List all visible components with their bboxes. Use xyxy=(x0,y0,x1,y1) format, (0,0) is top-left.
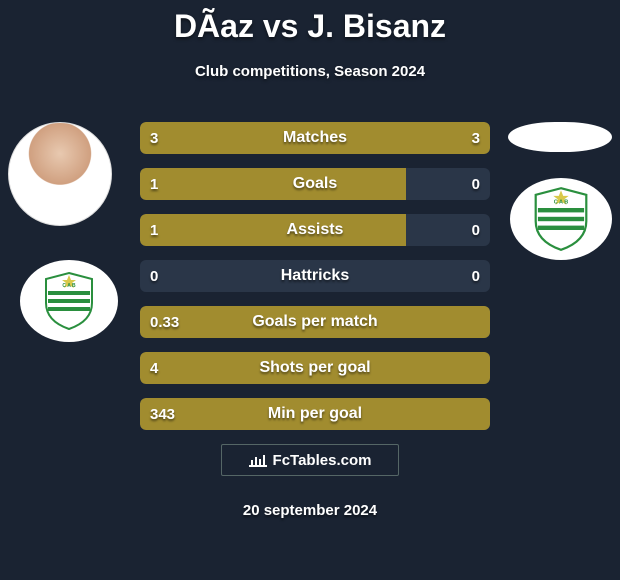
shield-icon: C A B xyxy=(42,271,96,331)
svg-text:C A B: C A B xyxy=(62,283,76,289)
stat-row: 10Goals xyxy=(140,168,490,200)
shield-icon: C A B xyxy=(531,186,591,252)
stat-label: Hattricks xyxy=(140,260,490,292)
player-left-avatar xyxy=(8,122,112,226)
stat-label: Min per goal xyxy=(140,398,490,430)
player-right-avatar xyxy=(508,122,612,152)
stat-label: Shots per goal xyxy=(140,352,490,384)
stat-row: 00Hattricks xyxy=(140,260,490,292)
subtitle: Club competitions, Season 2024 xyxy=(0,63,620,80)
page-title: DÃ­az vs J. Bisanz xyxy=(0,0,620,45)
player-right-club-badge: C A B xyxy=(510,178,612,260)
player-left-club-badge: C A B xyxy=(20,260,118,342)
brand-text: FcTables.com xyxy=(273,452,372,469)
svg-text:C A B: C A B xyxy=(554,200,569,206)
stat-row: 10Assists xyxy=(140,214,490,246)
stat-label: Goals per match xyxy=(140,306,490,338)
chart-icon xyxy=(249,453,267,467)
brand-link[interactable]: FcTables.com xyxy=(221,444,399,476)
stat-label: Matches xyxy=(140,122,490,154)
stat-row: 343Min per goal xyxy=(140,398,490,430)
stat-row: 4Shots per goal xyxy=(140,352,490,384)
stat-row: 0.33Goals per match xyxy=(140,306,490,338)
stat-label: Goals xyxy=(140,168,490,200)
stats-bars: 33Matches 10Goals 10Assists 00Hattricks 0.33… xyxy=(140,122,490,444)
stat-row: 33Matches xyxy=(140,122,490,154)
date-label: 20 september 2024 xyxy=(0,502,620,519)
stat-label: Assists xyxy=(140,214,490,246)
